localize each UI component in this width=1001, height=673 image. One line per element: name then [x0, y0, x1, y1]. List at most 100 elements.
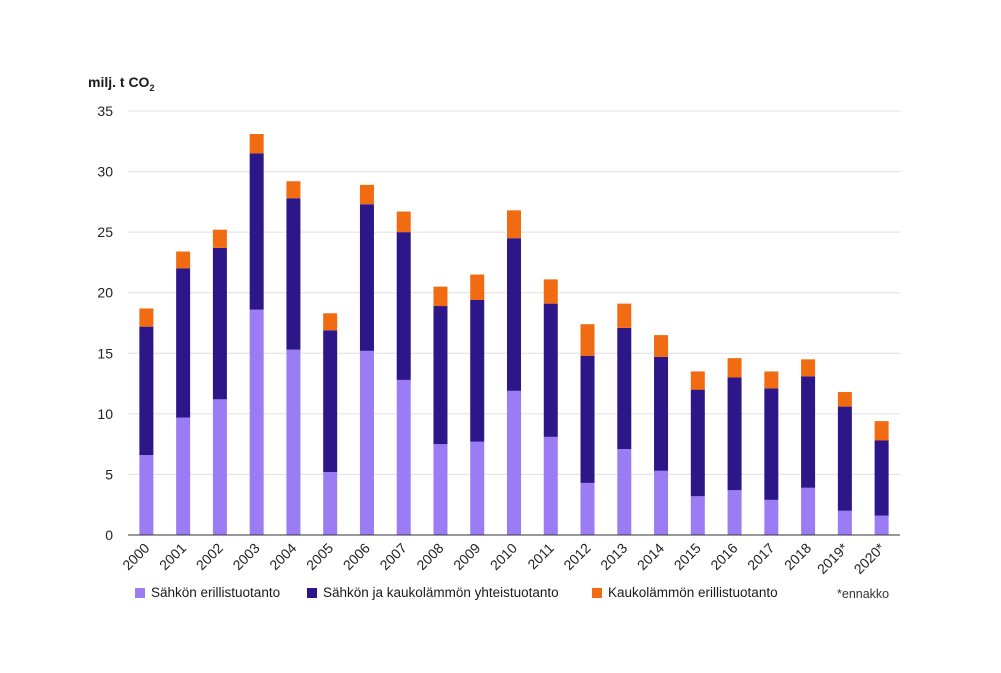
x-tick-label-2001: 2001: [156, 540, 189, 573]
bar-2005-series-1: [323, 330, 338, 473]
x-tick-label-2009: 2009: [450, 540, 483, 573]
x-tick-label-2017: 2017: [744, 540, 777, 573]
y-tick-label-0: 0: [105, 527, 113, 543]
legend-label-kaukolampo: Kaukolämmön erillistuotanto: [608, 585, 778, 600]
bar-2016-series-1: [727, 377, 742, 491]
bar-2011-series-0: [543, 436, 558, 535]
y-tick-label-10: 10: [97, 406, 113, 422]
x-tick-label-2006: 2006: [340, 540, 373, 573]
x-tick-label-2013: 2013: [597, 540, 630, 573]
bar-2002-series-2: [212, 229, 227, 248]
x-tick-label-2020: 2020*: [851, 539, 889, 577]
x-tick-label-2018: 2018: [781, 540, 814, 573]
y-tick-label-35: 35: [97, 103, 113, 119]
y-tick-label-20: 20: [97, 285, 113, 301]
bar-2019-series-2: [837, 392, 852, 407]
bar-2017-series-0: [764, 499, 779, 535]
y-axis-title-main: milj. t CO: [88, 74, 150, 90]
bar-2012-series-1: [580, 355, 595, 483]
bar-2020-series-2: [874, 421, 889, 441]
bar-2006-series-0: [359, 350, 374, 535]
x-tick-label-2012: 2012: [560, 540, 593, 573]
bar-2011-series-1: [543, 303, 558, 437]
bar-2014-series-0: [654, 470, 669, 535]
bar-2018-series-0: [801, 487, 816, 535]
bar-2019-series-0: [837, 510, 852, 535]
bar-2013-series-2: [617, 303, 632, 328]
legend-item-kaukolampo: Kaukolämmön erillistuotanto: [592, 585, 778, 600]
bar-2007-series-1: [396, 232, 411, 380]
bar-2000-series-2: [139, 308, 154, 327]
y-axis-title-subscript: 2: [149, 82, 155, 93]
bar-2005-series-0: [323, 472, 338, 535]
bar-2003-series-2: [249, 134, 264, 154]
y-tick-label-5: 5: [105, 466, 113, 482]
bar-2004-series-1: [286, 198, 301, 350]
bar-2015-series-2: [690, 371, 705, 390]
bar-2008-series-2: [433, 286, 448, 307]
bar-2017-series-1: [764, 388, 779, 500]
bar-2002-series-1: [212, 247, 227, 400]
bar-2018-series-1: [801, 376, 816, 488]
bar-2008-series-0: [433, 444, 448, 535]
x-tick-label-2008: 2008: [413, 540, 446, 573]
x-tick-label-2003: 2003: [229, 540, 262, 573]
bar-2004-series-0: [286, 349, 301, 535]
x-tick-label-2007: 2007: [376, 540, 409, 573]
x-tick-label-2011: 2011: [524, 540, 557, 573]
bar-2011-series-2: [543, 279, 558, 304]
bar-2000-series-1: [139, 326, 154, 456]
x-tick-label-2005: 2005: [303, 540, 336, 573]
x-tick-label-2019: 2019*: [814, 539, 852, 577]
bar-2016-series-0: [727, 490, 742, 535]
bar-2000-series-0: [139, 455, 154, 535]
x-tick-label-2015: 2015: [671, 540, 704, 573]
x-tick-label-2010: 2010: [487, 540, 520, 573]
legend-swatch-kaukolampo: [592, 587, 602, 598]
bar-2010-series-0: [507, 390, 521, 535]
legend-label-yhteistuotanto: Sähkön ja kaukolämmön yhteistuotanto: [323, 585, 559, 600]
bar-2017-series-2: [764, 371, 779, 389]
legend-label-erillistuotanto: Sähkön erillistuotanto: [151, 585, 281, 600]
x-tick-label-2014: 2014: [634, 540, 667, 573]
bar-2006-series-1: [359, 204, 374, 351]
bar-2009-series-0: [470, 441, 485, 535]
bar-2009-series-1: [470, 299, 485, 442]
x-tick-label-2016: 2016: [707, 540, 740, 573]
bar-2003-series-0: [249, 309, 264, 535]
legend-item-erillistuotanto: Sähkön erillistuotanto: [135, 585, 280, 600]
bar-2001-series-2: [176, 251, 191, 269]
bar-2010-series-2: [507, 210, 521, 239]
legend-swatch-erillistuotanto: [135, 587, 145, 598]
bar-2004-series-2: [286, 181, 301, 199]
bar-2007-series-0: [396, 379, 411, 535]
bar-2009-series-2: [470, 274, 485, 300]
x-tick-label-2002: 2002: [193, 540, 226, 573]
bar-2001-series-1: [176, 268, 191, 418]
bar-2012-series-0: [580, 482, 595, 535]
legend-item-yhteistuotanto: Sähkön ja kaukolämmön yhteistuotanto: [307, 585, 559, 600]
y-axis-title: milj. t CO2: [88, 74, 154, 93]
legend-swatch-yhteistuotanto: [307, 587, 317, 598]
bar-2010-series-1: [507, 238, 521, 391]
bar-2013-series-1: [617, 327, 632, 449]
bar-2020-series-1: [874, 440, 889, 516]
footnote-ennakko: *ennakko: [837, 587, 890, 601]
x-tick-label-2004: 2004: [266, 540, 299, 573]
bar-2020-series-0: [874, 515, 889, 535]
bar-2015-series-1: [690, 389, 705, 497]
bar-2006-series-2: [359, 184, 374, 205]
bar-2018-series-2: [801, 359, 816, 377]
bar-2014-series-2: [654, 335, 669, 357]
y-tick-label-15: 15: [97, 345, 113, 361]
bar-2008-series-1: [433, 306, 448, 445]
bar-2016-series-2: [727, 358, 742, 378]
bar-2002-series-0: [212, 399, 227, 535]
bar-2012-series-2: [580, 324, 595, 356]
bar-2014-series-1: [654, 356, 669, 471]
bar-2013-series-0: [617, 448, 632, 535]
bar-2003-series-1: [249, 153, 264, 310]
bar-2007-series-2: [396, 211, 411, 233]
y-tick-label-30: 30: [97, 164, 113, 180]
